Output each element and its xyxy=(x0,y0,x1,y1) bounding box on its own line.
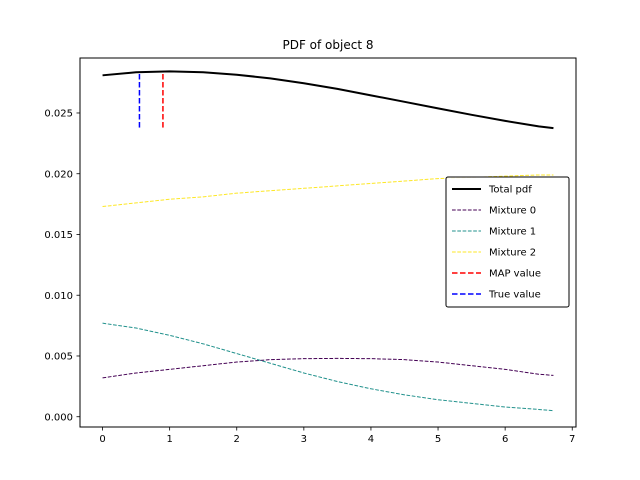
legend-label-mixture-2: Mixture 2 xyxy=(489,248,536,259)
x-tick-label: 1 xyxy=(166,434,172,445)
x-tick-label: 4 xyxy=(368,434,374,445)
x-tick-label: 6 xyxy=(502,434,508,445)
x-tick-label: 7 xyxy=(569,434,575,445)
y-tick-label: 0.020 xyxy=(44,169,73,180)
x-tick-label: 0 xyxy=(99,434,105,445)
chart-title: PDF of object 8 xyxy=(282,38,373,52)
y-tick-label: 0.010 xyxy=(44,291,73,302)
legend: Total pdf Mixture 0 Mixture 1 Mixture 2 MAP … xyxy=(445,176,570,308)
series-line-mixture-1 xyxy=(102,322,554,412)
y-axis: 0.000 0.005 0.010 0.015 0.020 0.025 xyxy=(44,109,80,423)
legend-label-mixture-1: Mixture 1 xyxy=(489,227,536,238)
x-tick-label: 3 xyxy=(301,434,307,445)
series-line-total-pdf xyxy=(102,70,554,130)
legend-label-mixture-0: Mixture 0 xyxy=(489,206,536,217)
series-line-mixture-0 xyxy=(102,357,554,379)
y-tick-label: 0.015 xyxy=(44,230,73,241)
y-tick-label: 0.005 xyxy=(44,352,73,363)
x-tick-label: 2 xyxy=(234,434,240,445)
legend-label-total-pdf: Total pdf xyxy=(488,185,532,196)
x-tick-label: 5 xyxy=(435,434,441,445)
y-tick-label: 0.025 xyxy=(44,109,73,120)
marker-lines xyxy=(138,71,164,128)
x-axis: 0 1 2 3 4 5 6 7 xyxy=(99,427,575,445)
legend-box xyxy=(445,176,570,308)
plot-frame xyxy=(79,57,577,428)
y-tick-label: 0.000 xyxy=(44,412,73,423)
legend-label-true-value: True value xyxy=(488,290,541,301)
legend-label-map-value: MAP value xyxy=(489,269,541,280)
